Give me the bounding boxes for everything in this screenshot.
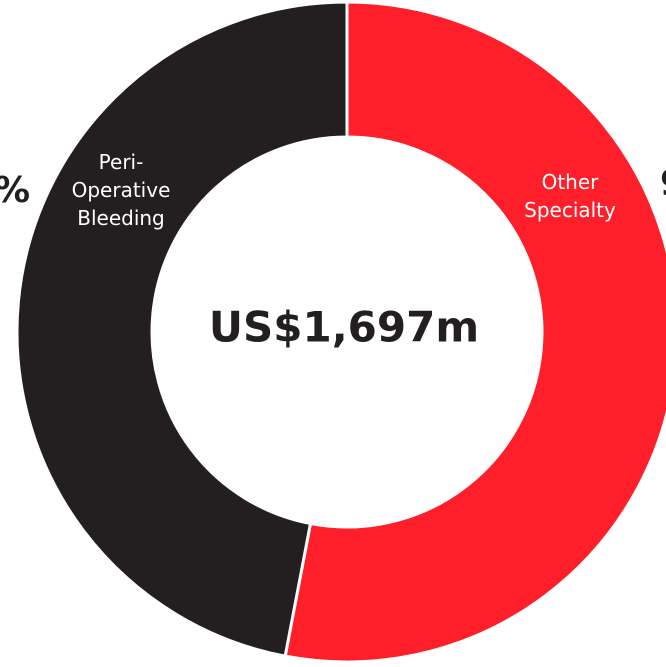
cropped-percent-label: % [0,170,30,211]
segment-label: Other Specialty [524,170,616,222]
cropped-percent-label: 9 [660,163,666,204]
donut-segment [15,0,349,658]
donut-segment [283,0,666,664]
center-total: US$1,697m [209,303,479,352]
segment-label: Peri-Operative Bleeding [71,150,171,230]
